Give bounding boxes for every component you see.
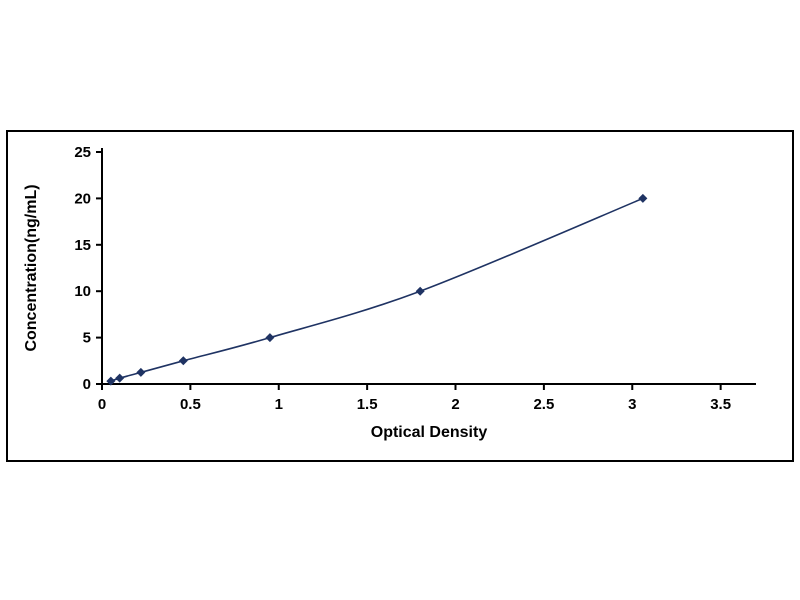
data-point-marker xyxy=(265,333,275,343)
y-tick-label: 0 xyxy=(83,376,91,393)
y-tick-label: 10 xyxy=(74,283,91,300)
x-tick-label: 2.5 xyxy=(533,396,554,413)
data-point-marker xyxy=(415,286,425,296)
data-point-marker xyxy=(136,367,146,377)
x-tick-label: 1 xyxy=(275,396,283,413)
chart-frame: Optical Density Concentration(ng/mL) 0 0.… xyxy=(6,130,794,462)
y-axis-title: Concentration(ng/mL) xyxy=(23,184,40,351)
y-tick-label: 15 xyxy=(74,237,91,254)
x-tick-label: 3 xyxy=(628,396,636,413)
x-tick-label: 1.5 xyxy=(357,396,378,413)
data-point-marker xyxy=(115,373,125,383)
y-tick-label: 5 xyxy=(83,330,91,347)
x-tick-label: 0.5 xyxy=(180,396,201,413)
series-line xyxy=(110,197,644,382)
x-tick-label: 3.5 xyxy=(710,396,731,413)
y-tick-label: 20 xyxy=(74,190,91,207)
data-point-marker xyxy=(178,356,188,366)
data-point-marker xyxy=(106,376,116,386)
x-tick-label: 2 xyxy=(451,396,459,413)
y-tick-label: 25 xyxy=(74,144,91,161)
x-tick-label: 0 xyxy=(98,396,106,413)
x-axis-title: Optical Density xyxy=(371,424,488,441)
data-point-marker xyxy=(638,193,648,203)
standard-curve-plot: Optical Density Concentration(ng/mL) 0 0.… xyxy=(23,144,756,441)
